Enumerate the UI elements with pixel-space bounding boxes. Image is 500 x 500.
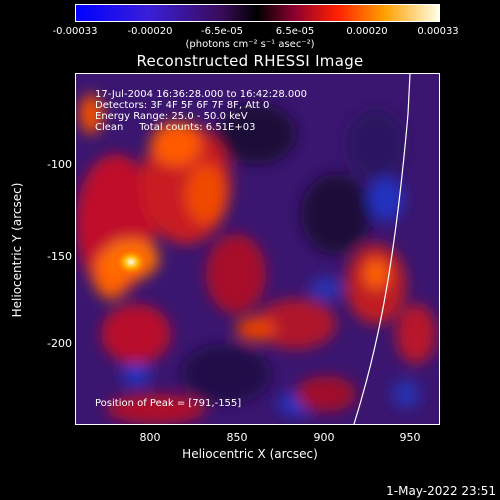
x-tick-label: 850 [226,431,248,444]
solar-limb [353,74,411,424]
y-tick-label: -200 [47,337,72,350]
clean-counts-label: Clean Total counts: 6.51E+03 [95,122,256,133]
plot-datestamp: 1-May-2022 23:51 [386,484,496,498]
rhessi-image [75,73,440,425]
colorbar-tick: -0.00020 [127,26,173,37]
emission-blobs [76,94,436,424]
x-tick-label: 950 [399,431,421,444]
colorbar-tick: 0.00020 [346,26,388,37]
detectors-label: Detectors: 3F 4F 5F 6F 7F 8F, Att 0 [95,100,270,111]
y-tick-label: -150 [47,250,72,263]
x-tick-label: 800 [139,431,161,444]
colorbar [75,4,440,22]
colorbar-tick: 6.5e-05 [275,26,315,37]
colorbar-tick: -6.5e-05 [201,26,243,37]
emission-peak [113,247,149,277]
image-title: Reconstructed RHESSI Image [136,52,364,70]
colorbar-gradient [76,5,439,21]
peak-position-label: Position of Peak = [791,-155] [95,398,242,409]
heatmap-image [76,74,439,424]
x-axis-label: Heliocentric X (arcsec) [182,447,318,461]
energy-range-label: Energy Range: 25.0 - 50.0 keV [95,111,248,122]
colorbar-tick: -0.00033 [52,26,98,37]
y-axis-label: Heliocentric Y (arcsec) [10,182,24,318]
colorbar-units: (photons cm⁻² s⁻¹ asec⁻²) [185,39,315,50]
y-tick-label: -100 [47,158,72,171]
colorbar-tick: 0.00033 [417,26,459,37]
x-tick-label: 900 [313,431,335,444]
time-range-label: 17-Jul-2004 16:36:28.000 to 16:42:28.000 [95,89,307,100]
